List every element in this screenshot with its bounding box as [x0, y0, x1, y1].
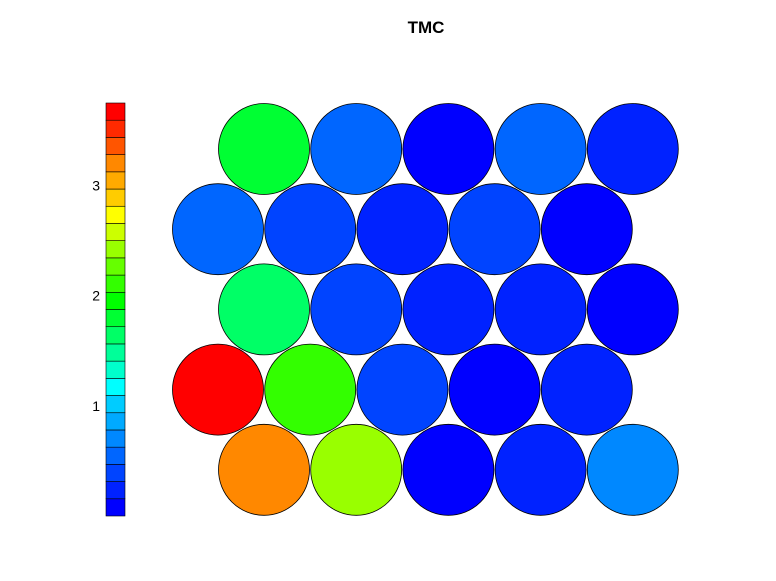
som-cell-r4-c3: [356, 343, 449, 436]
colorbar-segment: [105, 412, 126, 431]
colorbar-segment: [105, 343, 126, 362]
som-cell-r5-c1: [218, 423, 310, 516]
som-cell-r5-c5: [586, 423, 679, 516]
colorbar-segment: [105, 223, 126, 241]
colorbar-segment: [105, 464, 126, 482]
hex-cells: [172, 103, 679, 516]
som-cell-r3-c3: [402, 263, 495, 356]
colorbar-tick-label: 3: [92, 178, 100, 194]
som-cell-r3-c5: [586, 263, 679, 356]
som-cell-r1-c4: [494, 103, 587, 195]
som-cell-r5-c3: [402, 423, 495, 516]
som-cell-r5-c4: [494, 423, 587, 516]
som-cell-r3-c4: [494, 263, 587, 356]
colorbar-segment: [105, 481, 126, 500]
colorbar-segment: [105, 205, 126, 224]
colorbar-segment: [105, 498, 126, 517]
colorbar-segment: [105, 395, 126, 414]
som-cell-r1-c2: [310, 103, 403, 195]
colorbar-segment: [105, 429, 126, 448]
som-cell-r1-c5: [586, 103, 679, 195]
colorbar-segment: [105, 378, 126, 396]
som-cell-r4-c1: [172, 343, 264, 436]
som-cell-r1-c1: [218, 103, 310, 195]
som-cell-r2-c2: [264, 183, 357, 276]
som-cell-r4-c5: [540, 343, 633, 436]
colorbar-tick-label: 1: [92, 398, 100, 414]
colorbar-segment: [105, 171, 126, 190]
colorbar-segment: [105, 102, 126, 121]
colorbar-segment: [105, 309, 126, 328]
colorbar-segment: [105, 291, 126, 310]
colorbar-segment: [105, 188, 126, 207]
som-cell-r3-c1: [218, 263, 310, 356]
colorbar-tick-label: 2: [92, 288, 100, 304]
colorbar-segment: [105, 257, 126, 276]
colorbar-segment: [105, 154, 126, 173]
colorbar-segment: [105, 360, 126, 379]
colorbar-segment: [105, 137, 126, 155]
som-cell-r1-c3: [402, 103, 495, 195]
som-cell-r2-c5: [540, 183, 633, 276]
som-cell-r4-c2: [264, 343, 357, 436]
som-cell-r4-c4: [448, 343, 541, 436]
som-cell-r2-c4: [448, 183, 541, 276]
colorbar-segment: [105, 326, 126, 345]
som-cell-r2-c1: [172, 183, 264, 276]
som-cell-r3-c2: [310, 263, 403, 356]
colorbar-segment: [105, 240, 126, 259]
colorbar-segment: [105, 446, 126, 465]
som-cell-r2-c3: [356, 183, 449, 276]
colorbar: 1 2 3: [92, 102, 126, 517]
chart-title: TMC: [408, 18, 445, 37]
colorbar-segment: [105, 119, 126, 138]
colorbar-segment: [105, 274, 126, 293]
som-cell-r5-c2: [310, 423, 403, 516]
